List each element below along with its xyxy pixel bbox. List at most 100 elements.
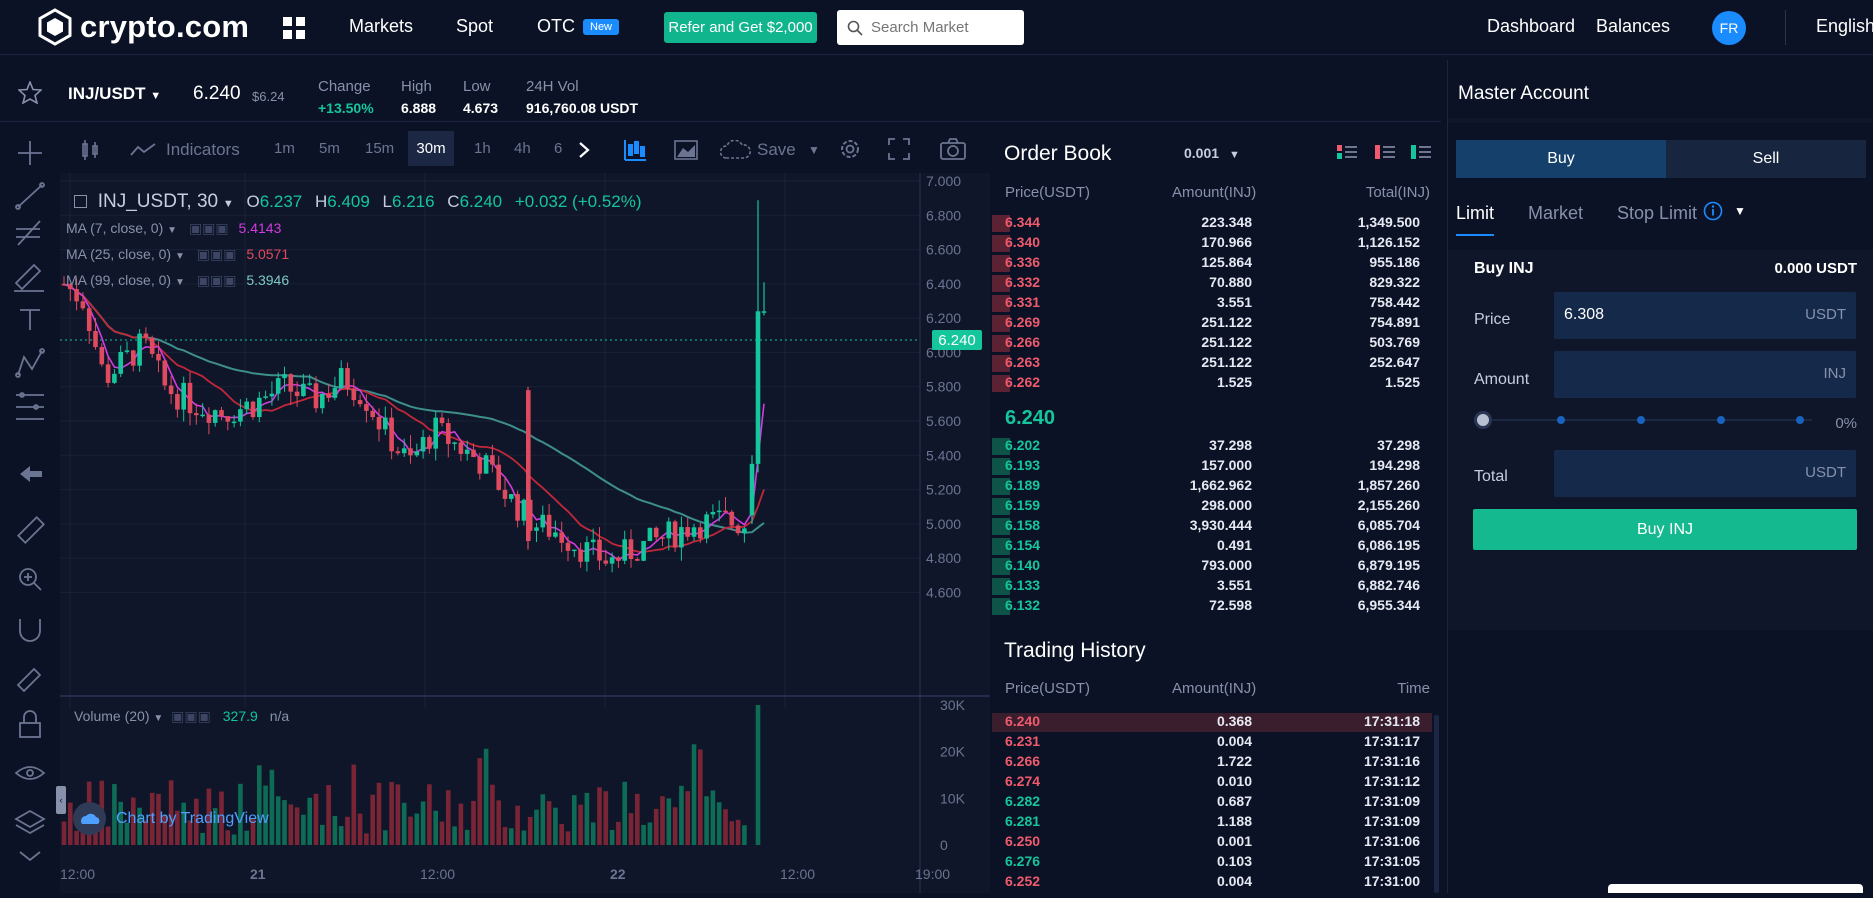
bid-row[interactable]: 6.133 3.551 6,882.746	[992, 577, 1432, 596]
history-row[interactable]: 6.274 0.010 17:31:12	[992, 773, 1432, 792]
price-field[interactable]: USDT	[1554, 292, 1856, 339]
candles-type-icon[interactable]	[80, 139, 100, 161]
interval-1m[interactable]: 1m	[274, 140, 295, 157]
history-scrollbar[interactable]	[1434, 715, 1439, 893]
bid-row[interactable]: 6.158 3,930.444 6,085.704	[992, 517, 1432, 536]
ask-row[interactable]: 6.263 251.122 252.647	[992, 354, 1432, 373]
history-row[interactable]: 6.282 0.687 17:31:09	[992, 793, 1432, 812]
ask-row[interactable]: 6.269 251.122 754.891	[992, 314, 1432, 333]
tradingview-attribution[interactable]: Chart by TradingView	[73, 802, 269, 835]
slider-step-25[interactable]	[1557, 416, 1565, 424]
price-chart[interactable]: 7.000 6.800 6.600 6.400 6.200 6.000 5.800 5.600…	[56, 173, 990, 893]
amount-slider[interactable]	[1474, 410, 1824, 430]
candle-chart-icon[interactable]	[623, 139, 647, 161]
history-row[interactable]: 6.276 0.103 17:31:05	[992, 853, 1432, 872]
bid-row[interactable]: 6.132 72.598 6,955.344	[992, 597, 1432, 616]
total-field[interactable]: USDT	[1554, 450, 1856, 497]
slider-thumb[interactable]	[1474, 411, 1492, 429]
ask-row[interactable]: 6.332 70.880 829.322	[992, 274, 1432, 293]
ask-row[interactable]: 6.340 170.966 1,126.152	[992, 234, 1432, 253]
ma-settings-icons[interactable]: ▣▣▣	[188, 220, 229, 236]
nav-spot[interactable]: Spot	[456, 16, 494, 36]
nav-balances[interactable]: Balances	[1596, 16, 1671, 36]
interval-6h[interactable]: 6	[554, 140, 563, 157]
area-chart-icon[interactable]	[674, 140, 698, 160]
ma99-legend[interactable]: MA (99, close, 0) ▼ ▣▣▣ 5.3946	[66, 272, 289, 289]
search-box[interactable]	[837, 10, 1024, 45]
chevron-right-icon[interactable]	[577, 141, 591, 159]
search-input[interactable]	[871, 19, 1011, 36]
ask-row[interactable]: 6.331 3.551 758.442	[992, 294, 1432, 313]
logo[interactable]: crypto.com	[38, 8, 249, 46]
interval-15m[interactable]: 15m	[365, 140, 395, 157]
nav-markets[interactable]: Markets	[349, 16, 414, 36]
chat-widget[interactable]	[1608, 884, 1863, 893]
chart-canvas[interactable]: 7.0006.8006.6006.4006.2006.0005.8005.600…	[60, 173, 990, 893]
indicators-button[interactable]: Indicators	[166, 140, 240, 159]
star-icon[interactable]	[18, 81, 42, 104]
ask-row[interactable]: 6.344 223.348 1,349.500	[992, 214, 1432, 233]
history-row[interactable]: 6.281 1.188 17:31:09	[992, 813, 1432, 832]
avatar[interactable]: FR	[1712, 11, 1746, 45]
sell-tab[interactable]: Sell	[1666, 140, 1866, 178]
tab-market[interactable]: Market	[1528, 203, 1584, 223]
interval-4h[interactable]: 4h	[514, 140, 531, 157]
precision-selector[interactable]: 0.001 ▼	[1184, 145, 1240, 161]
total-input[interactable]	[1564, 464, 1764, 482]
bid-row[interactable]: 6.189 1,662.962 1,857.260	[992, 477, 1432, 496]
tab-limit[interactable]: Limit	[1456, 203, 1495, 223]
ask-row[interactable]: 6.262 1.525 1.525	[992, 374, 1432, 393]
interval-30m-active[interactable]: 30m	[408, 131, 454, 166]
ma7-legend[interactable]: MA (7, close, 0) ▼ ▣▣▣ 5.4143	[66, 220, 281, 237]
ma25-legend[interactable]: MA (25, close, 0) ▼ ▣▣▣ 5.0571	[66, 246, 289, 263]
language-selector[interactable]: English	[1816, 16, 1873, 36]
chevron-down-icon[interactable]: ▼	[222, 198, 234, 210]
volume-settings-icons[interactable]: ▣▣▣	[171, 708, 211, 724]
history-row[interactable]: 6.252 0.004 17:31:00	[992, 873, 1432, 892]
slider-step-75[interactable]	[1717, 416, 1725, 424]
interval-1h[interactable]: 1h	[474, 140, 491, 157]
price-input[interactable]	[1564, 306, 1764, 324]
buy-tab[interactable]: Buy	[1456, 140, 1666, 178]
history-row[interactable]: 6.266 1.722 17:31:16	[992, 753, 1432, 772]
history-row[interactable]: 6.250 0.001 17:31:06	[992, 833, 1432, 852]
ask-row[interactable]: 6.266 251.122 503.769	[992, 334, 1432, 353]
history-row[interactable]: 6.240 0.368 17:31:18	[992, 713, 1432, 732]
grid-menu-icon[interactable]	[283, 17, 305, 39]
interval-5m[interactable]: 5m	[319, 140, 340, 157]
info-icon[interactable]	[1703, 201, 1723, 221]
bid-row[interactable]: 6.193 157.000 194.298	[992, 457, 1432, 476]
slider-step-50[interactable]	[1637, 416, 1645, 424]
tab-stop-limit[interactable]: Stop Limit	[1617, 203, 1697, 224]
volume-legend[interactable]: Volume (20) ▼ ▣▣▣ 327.9 n/a	[74, 708, 289, 725]
gear-icon[interactable]	[837, 136, 863, 162]
chevron-down-icon[interactable]: ▼	[1734, 204, 1746, 218]
bid-row[interactable]: 6.159 298.000 2,155.260	[992, 497, 1432, 516]
ask-row[interactable]: 6.336 125.864 955.186	[992, 254, 1432, 273]
book-bids-icon[interactable]	[1411, 145, 1431, 159]
amount-input[interactable]	[1564, 365, 1764, 383]
fullscreen-icon[interactable]	[888, 138, 910, 160]
book-asks-icon[interactable]	[1375, 145, 1395, 159]
pair-selector[interactable]: INJ/USDT ▼	[68, 84, 161, 104]
bid-row[interactable]: 6.154 0.491 6,086.195	[992, 537, 1432, 556]
nav-dashboard[interactable]: Dashboard	[1487, 16, 1576, 36]
ma-settings-icons[interactable]: ▣▣▣	[196, 246, 237, 262]
book-both-icon[interactable]	[1337, 145, 1357, 159]
legend-symbol[interactable]: INJ_USDT, 30	[97, 191, 219, 212]
chevron-down-icon[interactable]: ▼	[808, 143, 820, 157]
buy-inj-button[interactable]: Buy INJ	[1473, 509, 1857, 550]
save-button[interactable]: Save	[757, 140, 796, 159]
ob-last-price[interactable]: 6.240	[1005, 407, 1056, 429]
bid-row[interactable]: 6.202 37.298 37.298	[992, 437, 1432, 456]
legend-box-icon[interactable]	[74, 195, 87, 208]
refer-button[interactable]: Refer and Get $2,000	[664, 12, 817, 43]
history-row[interactable]: 6.231 0.004 17:31:17	[992, 733, 1432, 752]
camera-icon[interactable]	[940, 138, 966, 160]
nav-otc[interactable]: OTC New	[537, 16, 620, 37]
amount-field[interactable]: INJ	[1554, 351, 1856, 398]
collapse-tab[interactable]: ‹	[56, 786, 66, 814]
slider-step-100[interactable]	[1796, 416, 1804, 424]
bid-row[interactable]: 6.140 793.000 6,879.195	[992, 557, 1432, 576]
ma-settings-icons[interactable]: ▣▣▣	[196, 272, 237, 288]
